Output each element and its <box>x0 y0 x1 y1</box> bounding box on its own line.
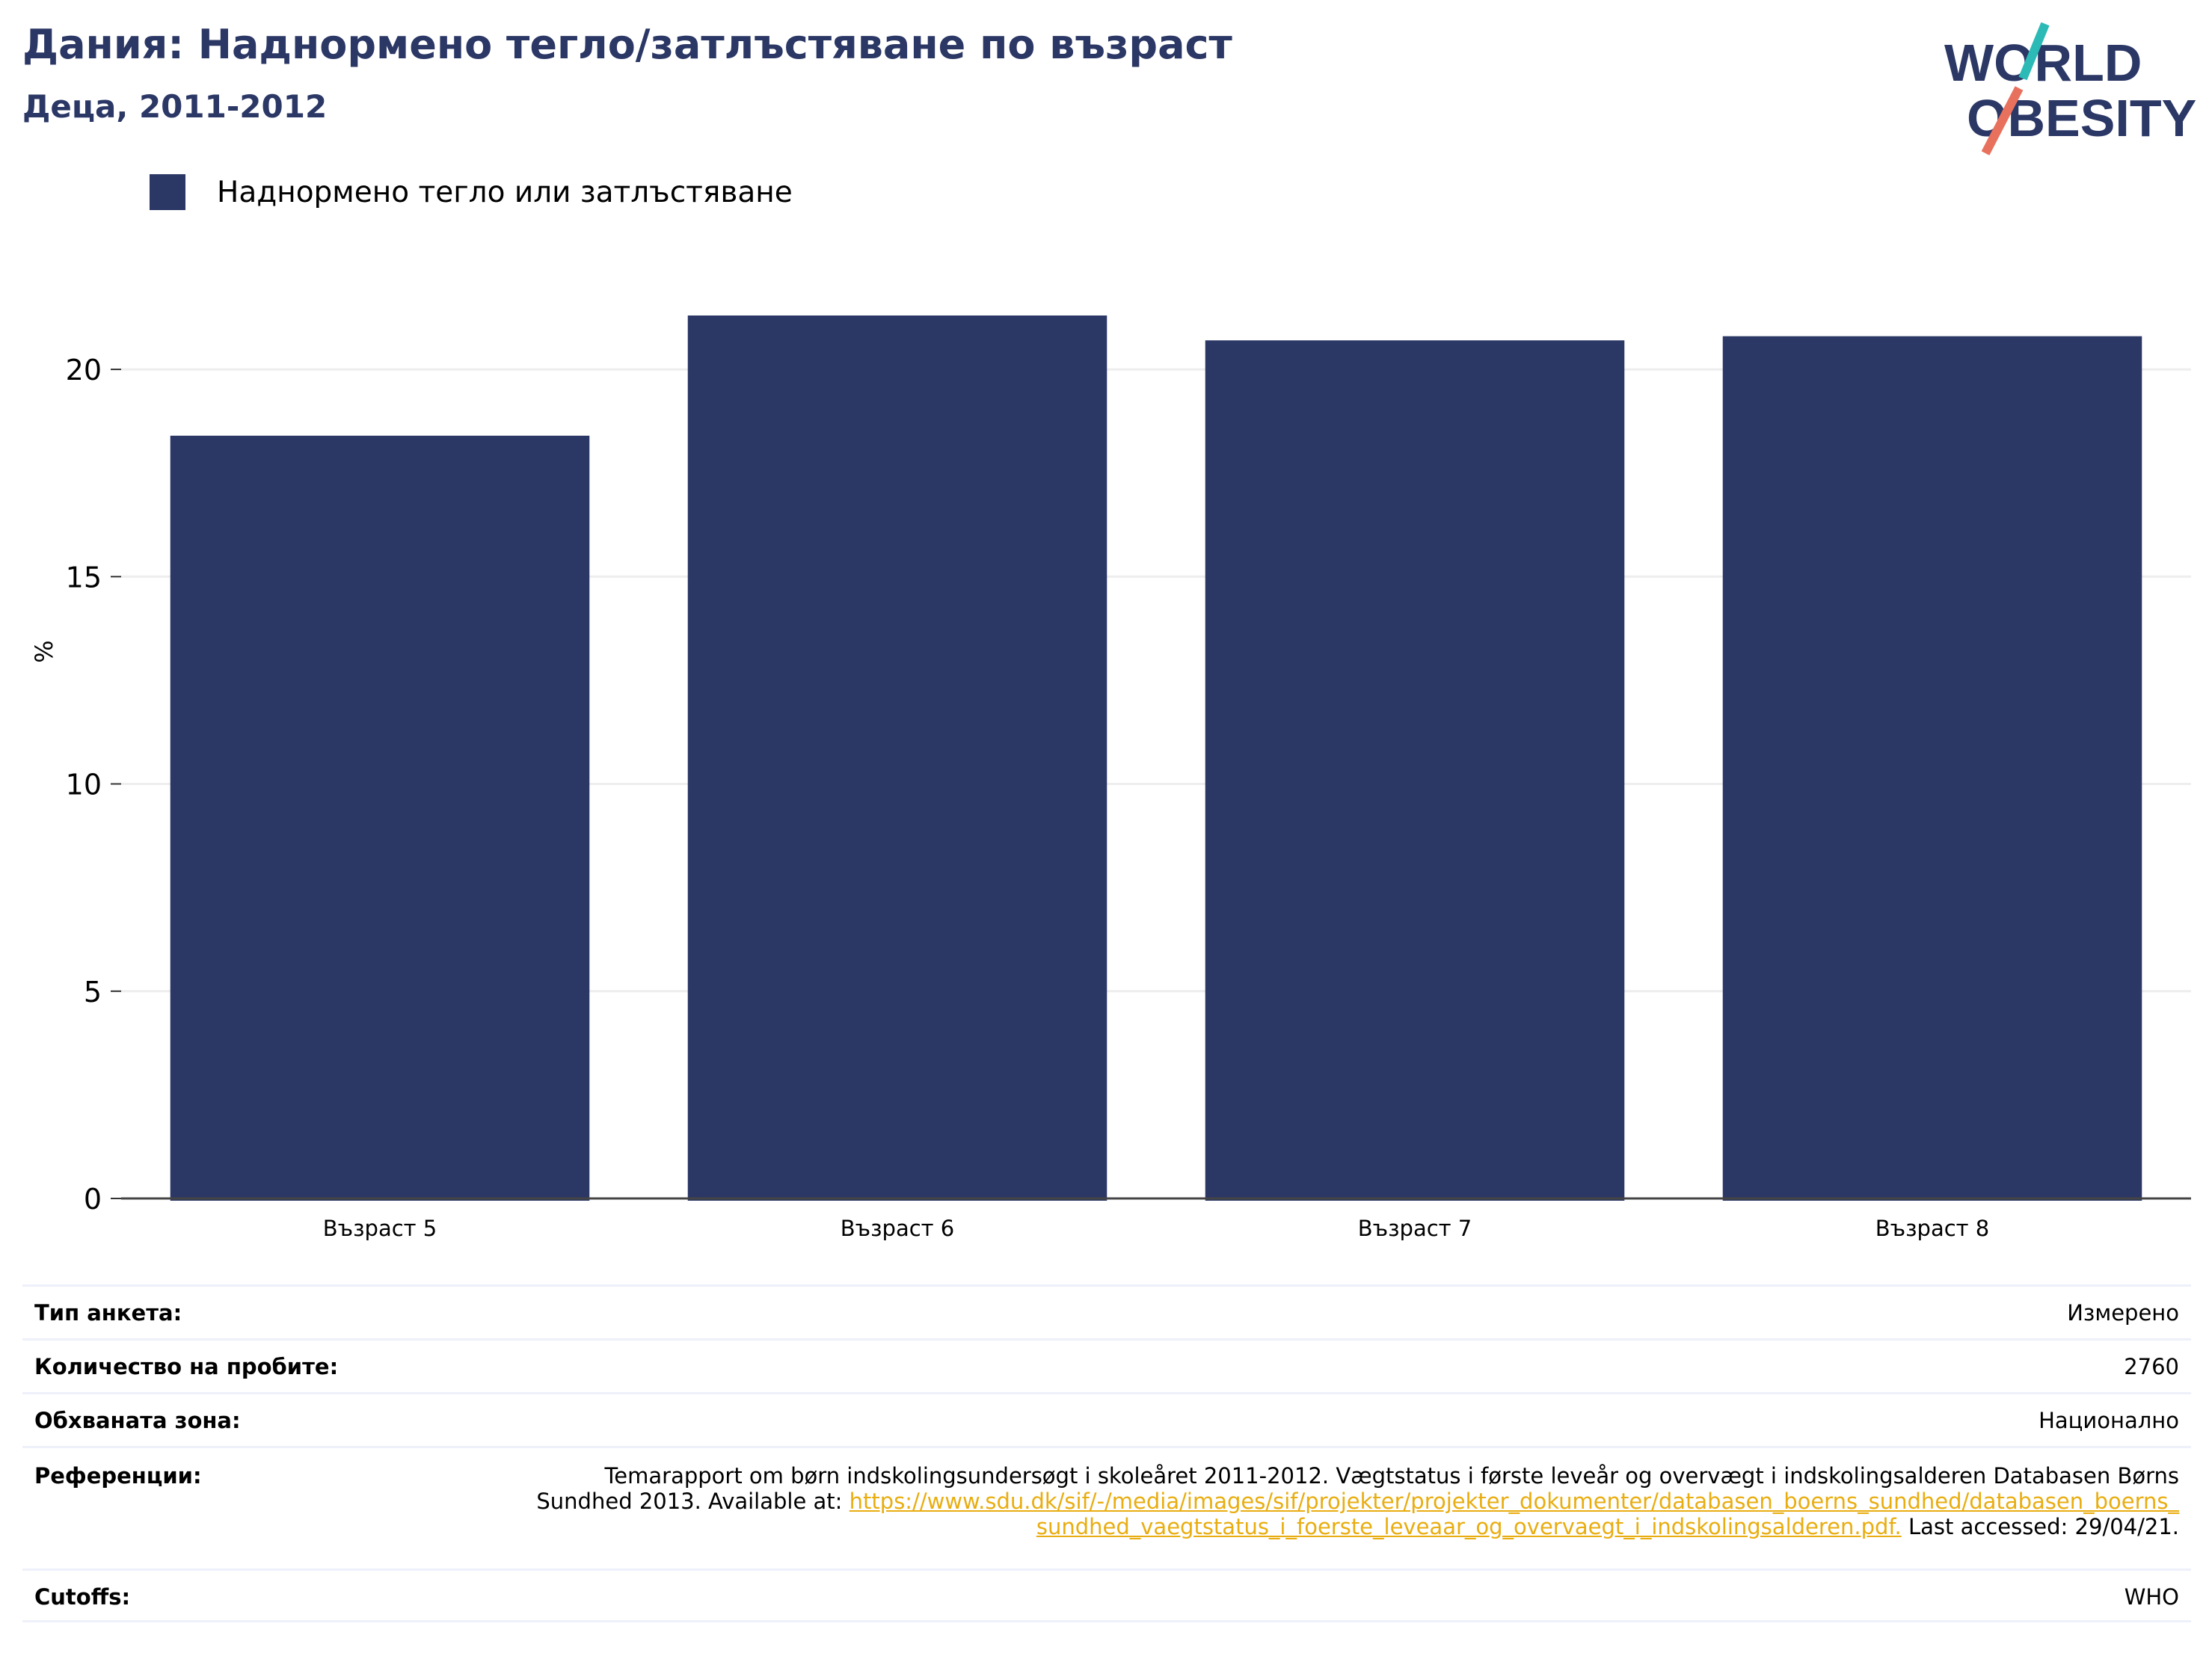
survey-type-label: Тип анкета: <box>34 1300 182 1326</box>
y-axis-label: % <box>30 640 58 662</box>
y-tick-label: 5 <box>84 976 102 1009</box>
x-tick-label: Възраст 6 <box>841 1216 955 1241</box>
chart-subtitle: Деца, 2011-2012 <box>22 88 328 125</box>
y-tick-label: 10 <box>66 769 102 801</box>
y-tick-label: 20 <box>66 354 102 387</box>
bar <box>1205 340 1625 1201</box>
legend-swatch <box>150 174 185 210</box>
x-tick-label: Възраст 8 <box>1875 1216 1990 1241</box>
info-row-sample-size: Количество на пробите: 2760 <box>22 1338 2191 1392</box>
x-tick-label: Възраст 5 <box>323 1216 437 1241</box>
info-row-references: Референции: Temarapport om børn indskoli… <box>22 1446 2191 1569</box>
references-link[interactable]: https://www.sdu.dk/sif/-/media/images/si… <box>849 1489 2179 1539</box>
logo-text-world: WORLD <box>1944 34 2142 92</box>
chart-legend[interactable]: Наднормено тегло или затлъстяване <box>150 173 793 211</box>
info-row-survey-type: Тип анкета: Измерено <box>22 1284 2191 1338</box>
cutoffs-label: Cutoffs: <box>34 1584 131 1610</box>
bar <box>170 435 590 1201</box>
bar-chart: 0 5 10 15 20% Възраст 5 Възраст 6 Възраст 7 Възр… <box>30 315 2191 1241</box>
references-accessed: Last accessed: 29/04/21. <box>1901 1514 2179 1539</box>
y-tick-label: 0 <box>84 1183 102 1216</box>
y-tick-label: 15 <box>66 561 102 594</box>
logo-slash-bottom <box>1981 86 2024 156</box>
world-obesity-logo: WORLD OBESITY <box>1944 22 2196 156</box>
bar <box>687 315 1107 1201</box>
area-value: Национално <box>2039 1408 2179 1433</box>
info-row-area: Обхваната зона: Национално <box>22 1392 2191 1446</box>
references-label: Референции: <box>34 1463 202 1489</box>
survey-type-value: Измерено <box>2067 1300 2179 1326</box>
area-label: Обхваната зона: <box>34 1408 241 1433</box>
bar <box>1722 336 2142 1201</box>
info-row-cutoffs: Cutoffs: WHO <box>22 1569 2191 1622</box>
info-table: Тип анкета: Измерено Количество на проби… <box>22 1284 2191 1622</box>
x-tick-label: Възраст 7 <box>1358 1216 1472 1241</box>
chart-title: Дания: Наднормено тегло/затлъстяване по … <box>22 21 1232 68</box>
logo-slash-top <box>2018 22 2050 81</box>
sample-size-label: Количество на пробите: <box>34 1354 339 1379</box>
legend-label: Наднормено тегло или затлъстяване <box>217 175 793 209</box>
references-text: Temarapport om børn indskolingsundersøgt… <box>536 1463 2179 1514</box>
references-value: Temarapport om børn indskolingsundersøgt… <box>534 1463 2179 1539</box>
cutoffs-value: WHO <box>2124 1584 2179 1610</box>
sample-size-value: 2760 <box>2124 1354 2179 1379</box>
